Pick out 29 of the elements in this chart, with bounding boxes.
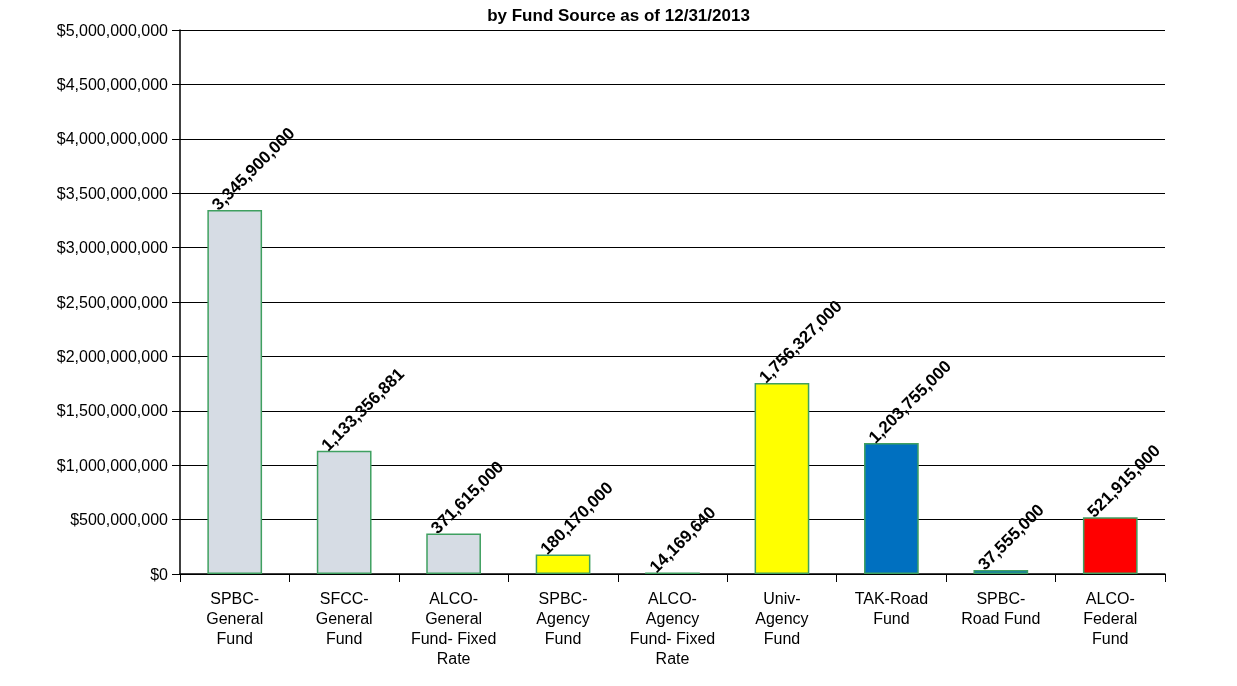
bar [426, 533, 481, 574]
bar [1082, 517, 1138, 574]
y-tick-label: $1,500,000,000 [56, 402, 169, 420]
y-tick-label: $2,500,000,000 [56, 293, 169, 311]
x-tick-label: SPBC-Road Fund [961, 589, 1041, 627]
x-tick-label: Univ-Agency Fund [755, 589, 809, 647]
x-tick-label: SPBC-Agency Fund [536, 589, 590, 647]
bar [754, 382, 810, 574]
y-tick-label: $2,000,000,000 [56, 347, 169, 365]
bar [864, 443, 919, 574]
y-tick-label: $4,500,000,000 [56, 75, 169, 93]
chart-title: by Fund Source as of 12/31/2013 [487, 6, 750, 25]
x-tick-label: ALCO-General Fund- Fixed Rate [410, 589, 497, 667]
y-tick-label: $500,000,000 [70, 511, 169, 529]
x-tick-label: ALCO-Federal Fund [1083, 589, 1138, 647]
x-tick-label: TAK-Road Fund [854, 589, 929, 627]
x-tick-label: SFCC-General Fund [315, 589, 373, 647]
bar [207, 209, 263, 574]
y-tick-label: $3,000,000,000 [56, 239, 169, 257]
bar [535, 554, 591, 574]
x-tick-label: SPBC-General Fund [206, 589, 264, 647]
bar [316, 450, 372, 574]
y-tick-label: $4,000,000,000 [56, 130, 169, 148]
x-tick-label: ALCO-Agency Fund- Fixed Rate [629, 589, 716, 667]
bar [973, 569, 1029, 574]
y-tick-label: $0 [150, 565, 169, 583]
y-tick-label: $5,000,000,000 [56, 21, 169, 39]
y-tick-label: $1,000,000,000 [56, 456, 169, 474]
y-tick-label: $3,500,000,000 [56, 184, 169, 202]
